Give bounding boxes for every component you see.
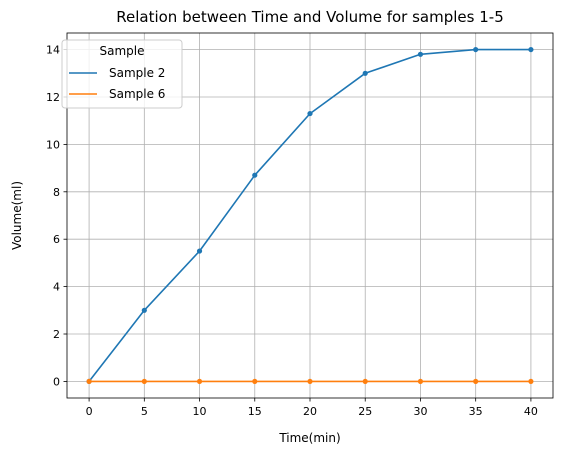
data-point (528, 46, 534, 53)
y-tick-label: 0 (53, 375, 60, 388)
x-tick-label: 10 (193, 405, 207, 418)
data-point (252, 172, 258, 178)
x-tick-label: 25 (358, 405, 372, 418)
axis-ticks: 0 5 10 15 20 25 30 35 40 0 2 4 6 8 10 12 14 (46, 44, 538, 418)
data-point (417, 378, 424, 385)
legend-box (61, 39, 183, 109)
y-tick-label: 14 (46, 44, 60, 57)
data-point (141, 378, 147, 385)
y-tick-label: 12 (46, 91, 60, 104)
y-tick-label: 2 (53, 328, 60, 341)
data-point (362, 70, 368, 76)
grid (67, 33, 553, 398)
legend-items: Sample 2 Sample 6 (69, 66, 165, 101)
data-point (307, 110, 313, 117)
x-tick-label: 0 (86, 405, 93, 418)
y-tick-label: 4 (53, 281, 60, 294)
data-point (417, 51, 424, 57)
data-point (141, 307, 147, 313)
legend: Sample Sample 2 Sample 6 (61, 39, 183, 109)
y-tick-label: 6 (53, 233, 60, 246)
data-point (307, 378, 313, 385)
legend-label: Sample 2 (109, 66, 165, 80)
data-point (196, 378, 203, 385)
x-tick-label: 5 (141, 405, 148, 418)
data-point (473, 46, 479, 53)
x-tick-label: 15 (248, 405, 262, 418)
data-point (473, 378, 479, 385)
x-tick-label: 40 (524, 405, 538, 418)
legend-label: Sample 6 (109, 87, 165, 101)
series-lines (86, 46, 534, 385)
legend-title: Sample (100, 44, 145, 58)
y-tick-label: 8 (53, 186, 60, 199)
y-axis-label: Volume(ml) (10, 181, 24, 250)
data-point (252, 378, 258, 385)
x-axis-label: Time(min) (278, 431, 340, 445)
data-point (528, 378, 534, 385)
data-point (362, 378, 368, 385)
chart-title: Relation between Time and Volume for sam… (116, 8, 504, 26)
data-point (196, 248, 203, 254)
x-tick-label: 20 (303, 405, 317, 418)
y-tick-label: 10 (46, 138, 60, 151)
x-tick-label: 35 (469, 405, 483, 418)
data-point (86, 378, 92, 385)
x-tick-label: 30 (413, 405, 427, 418)
